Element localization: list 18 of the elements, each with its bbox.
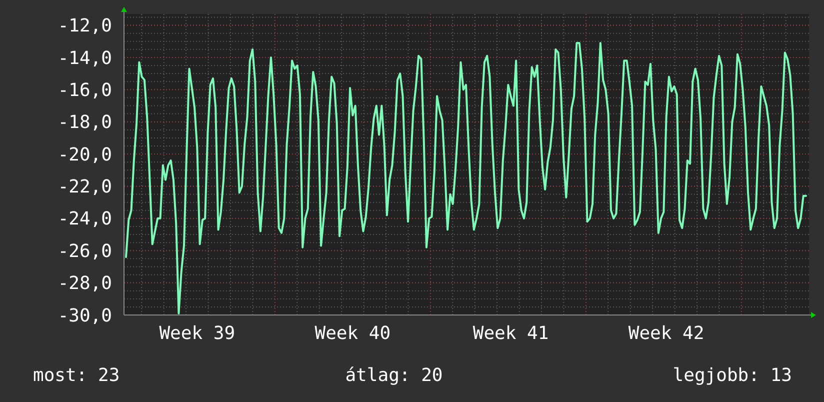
y-tick-label: -28,0 [58, 273, 112, 294]
x-tick-label: Week 41 [472, 323, 549, 344]
y-tick-label: -14,0 [58, 48, 112, 69]
y-tick-label: -18,0 [58, 112, 112, 134]
x-tick-label: Week 42 [628, 323, 704, 344]
y-tick-label: -20,0 [58, 144, 112, 166]
y-tick-label: -22,0 [58, 176, 112, 198]
y-tick-label: -26,0 [58, 240, 112, 262]
y-tick-label: -24,0 [58, 208, 112, 230]
line-series [125, 42, 807, 314]
text: most: 23 [33, 365, 120, 386]
x-tick-label: Week 39 [159, 323, 236, 344]
y-tick-label: -16,0 [58, 80, 112, 101]
x-tick-label: Week 40 [314, 323, 391, 344]
text: átlag: 20 [345, 365, 443, 386]
y-tick-label: -12,0 [58, 16, 112, 37]
text: legjobb: 13 [672, 365, 792, 386]
y-tick-label: -30,0 [58, 305, 112, 326]
